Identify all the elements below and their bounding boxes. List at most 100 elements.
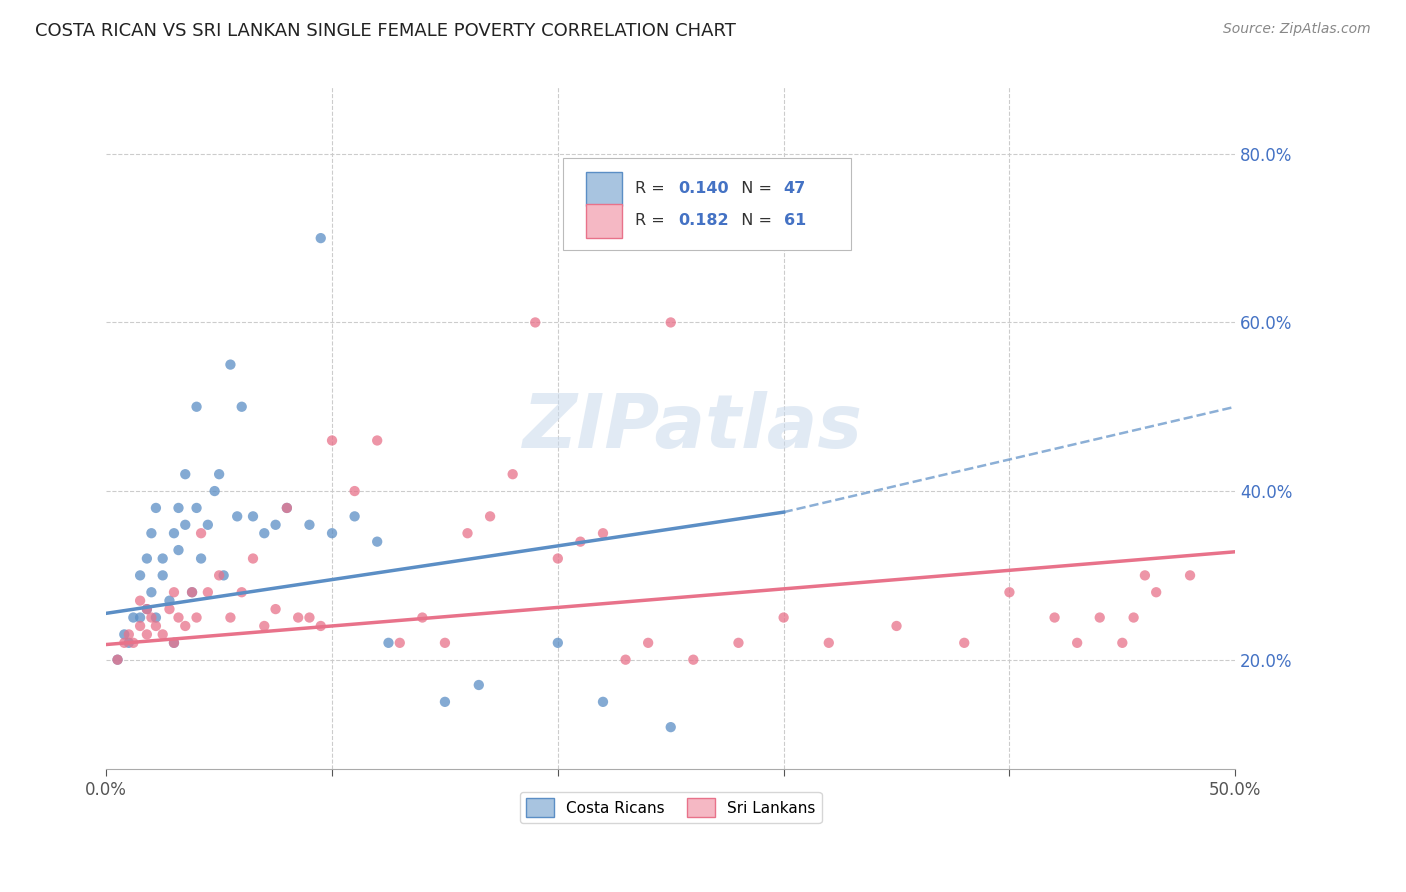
Legend: Costa Ricans, Sri Lankans: Costa Ricans, Sri Lankans — [520, 792, 821, 823]
Point — [197, 585, 219, 599]
Point — [118, 627, 141, 641]
Point — [219, 610, 242, 624]
Point — [727, 636, 749, 650]
FancyBboxPatch shape — [586, 172, 623, 205]
Point — [659, 315, 682, 329]
Point — [502, 467, 524, 482]
Point — [569, 534, 592, 549]
Point — [253, 619, 276, 633]
Point — [547, 636, 569, 650]
Point — [231, 400, 253, 414]
Text: R =: R = — [634, 181, 669, 196]
Point — [163, 636, 186, 650]
Point — [219, 358, 242, 372]
Point — [1133, 568, 1156, 582]
Point — [817, 636, 839, 650]
Point — [122, 610, 145, 624]
Point — [343, 484, 366, 499]
Point — [190, 551, 212, 566]
Point — [174, 517, 197, 532]
Point — [129, 593, 152, 607]
Point — [174, 619, 197, 633]
Point — [1122, 610, 1144, 624]
Point — [264, 602, 287, 616]
Point — [186, 500, 208, 515]
Point — [479, 509, 502, 524]
Point — [547, 551, 569, 566]
Point — [1043, 610, 1066, 624]
Point — [135, 627, 157, 641]
Point — [145, 500, 167, 515]
Point — [167, 500, 190, 515]
Point — [135, 602, 157, 616]
Point — [186, 400, 208, 414]
Point — [457, 526, 479, 541]
Point — [208, 568, 231, 582]
Point — [377, 636, 399, 650]
FancyBboxPatch shape — [586, 204, 623, 237]
Point — [163, 526, 186, 541]
Point — [468, 678, 491, 692]
Point — [772, 610, 794, 624]
Point — [129, 568, 152, 582]
Point — [152, 551, 174, 566]
Text: 61: 61 — [783, 213, 806, 228]
Point — [1088, 610, 1111, 624]
Point — [152, 568, 174, 582]
Text: 0.182: 0.182 — [679, 213, 730, 228]
Point — [112, 636, 135, 650]
Point — [112, 627, 135, 641]
Point — [524, 315, 547, 329]
Point — [1178, 568, 1201, 582]
Point — [226, 509, 249, 524]
Point — [118, 636, 141, 650]
Point — [276, 500, 298, 515]
Point — [682, 653, 704, 667]
Point — [321, 526, 343, 541]
Point — [145, 610, 167, 624]
Point — [886, 619, 908, 633]
Point — [309, 619, 332, 633]
Point — [343, 509, 366, 524]
Point — [181, 585, 204, 599]
Point — [592, 695, 614, 709]
Point — [145, 619, 167, 633]
Point — [298, 610, 321, 624]
Text: Source: ZipAtlas.com: Source: ZipAtlas.com — [1223, 22, 1371, 37]
Point — [1144, 585, 1167, 599]
Point — [1111, 636, 1133, 650]
Point — [107, 653, 129, 667]
Text: 47: 47 — [783, 181, 806, 196]
Point — [366, 534, 388, 549]
Text: N =: N = — [731, 181, 776, 196]
Point — [163, 636, 186, 650]
Point — [107, 653, 129, 667]
Point — [167, 610, 190, 624]
Point — [135, 551, 157, 566]
Point — [253, 526, 276, 541]
Text: COSTA RICAN VS SRI LANKAN SINGLE FEMALE POVERTY CORRELATION CHART: COSTA RICAN VS SRI LANKAN SINGLE FEMALE … — [35, 22, 735, 40]
Point — [287, 610, 309, 624]
Point — [298, 517, 321, 532]
Point — [366, 434, 388, 448]
Point — [204, 484, 226, 499]
Point — [163, 585, 186, 599]
Point — [309, 231, 332, 245]
Point — [141, 526, 163, 541]
Point — [231, 585, 253, 599]
FancyBboxPatch shape — [564, 158, 852, 251]
Point — [614, 653, 637, 667]
Text: R =: R = — [634, 213, 669, 228]
Point — [659, 720, 682, 734]
Point — [141, 585, 163, 599]
Text: ZIPatlas: ZIPatlas — [523, 392, 863, 465]
Point — [135, 602, 157, 616]
Point — [592, 526, 614, 541]
Point — [242, 509, 264, 524]
Point — [242, 551, 264, 566]
Point — [129, 619, 152, 633]
Point — [208, 467, 231, 482]
Point — [321, 434, 343, 448]
Point — [264, 517, 287, 532]
Point — [953, 636, 976, 650]
